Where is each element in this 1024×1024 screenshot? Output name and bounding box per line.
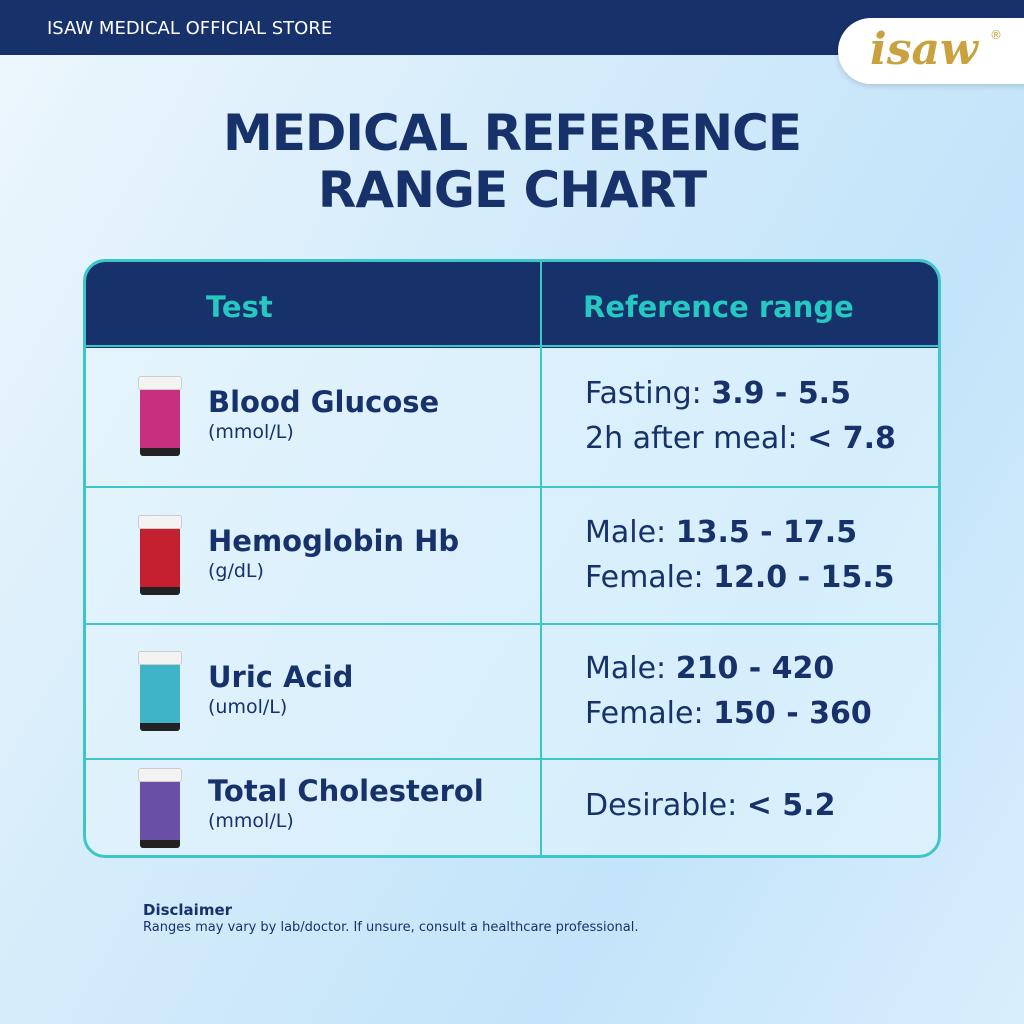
reference-range: Male: 210 - 420 bbox=[585, 651, 834, 686]
column-header-range: Reference range bbox=[583, 290, 854, 324]
test-name: Blood Glucose bbox=[208, 384, 440, 419]
test-name: Uric Acid bbox=[208, 659, 354, 694]
test-strip-bottle-icon bbox=[138, 768, 182, 848]
reference-range: Female: 150 - 360 bbox=[585, 696, 872, 731]
registered-mark: ® bbox=[990, 28, 1002, 42]
range-value: < 5.2 bbox=[746, 788, 836, 823]
range-label: 2h after meal: bbox=[585, 420, 808, 456]
range-value: < 7.8 bbox=[807, 420, 896, 456]
range-label: Female: bbox=[585, 695, 714, 731]
store-name: ISAW MEDICAL OFFICIAL STORE bbox=[47, 18, 333, 39]
test-unit: (umol/L) bbox=[208, 695, 288, 718]
reference-range: Male: 13.5 - 17.5 bbox=[585, 515, 857, 550]
test-unit: (mmol/L) bbox=[208, 420, 294, 443]
table-row: Total Cholesterol (mmol/L) Desirable: < 5… bbox=[86, 758, 938, 855]
range-label: Fasting: bbox=[585, 375, 712, 411]
test-strip-bottle-icon bbox=[138, 514, 182, 595]
reference-table: Test Reference range Blood Glucose (mmol… bbox=[83, 259, 941, 858]
table-row: Hemoglobin Hb (g/dL) Male: 13.5 - 17.5 Fem… bbox=[86, 486, 938, 623]
title-line-2: RANGE CHART bbox=[317, 161, 707, 219]
column-divider bbox=[540, 262, 542, 855]
range-label: Desirable: bbox=[585, 788, 747, 823]
page-title: MEDICAL REFERENCE RANGE CHART bbox=[0, 105, 1024, 219]
disclaimer-text: Ranges may vary by lab/doctor. If unsure… bbox=[143, 920, 639, 935]
range-value: 150 - 360 bbox=[713, 695, 872, 731]
disclaimer-heading: Disclaimer bbox=[143, 901, 233, 919]
reference-range: Fasting: 3.9 - 5.5 bbox=[585, 376, 851, 411]
test-unit: (mmol/L) bbox=[208, 810, 294, 832]
range-value: 12.0 - 15.5 bbox=[713, 559, 895, 595]
range-value: 3.9 - 5.5 bbox=[711, 375, 851, 411]
reference-range: 2h after meal: < 7.8 bbox=[585, 421, 896, 456]
range-value: 13.5 - 17.5 bbox=[675, 514, 858, 550]
isaw-logo: isaw ® bbox=[838, 18, 1024, 84]
range-value: 210 - 420 bbox=[675, 650, 835, 686]
column-header-test: Test bbox=[206, 290, 273, 324]
range-label: Female: bbox=[585, 559, 714, 595]
range-label: Male: bbox=[585, 650, 676, 686]
reference-range: Desirable: < 5.2 bbox=[585, 788, 835, 823]
reference-range: Female: 12.0 - 15.5 bbox=[585, 560, 895, 595]
logo-text: isaw bbox=[870, 24, 978, 75]
test-name: Hemoglobin Hb bbox=[208, 523, 460, 558]
title-line-1: MEDICAL REFERENCE bbox=[223, 104, 802, 162]
table-row: Blood Glucose (mmol/L) Fasting: 3.9 - 5.5… bbox=[86, 345, 938, 486]
test-name: Total Cholesterol bbox=[208, 774, 484, 808]
table-header: Test Reference range bbox=[86, 262, 938, 348]
table-row: Uric Acid (umol/L) Male: 210 - 420 Female:… bbox=[86, 623, 938, 758]
test-strip-bottle-icon bbox=[138, 375, 182, 456]
test-strip-bottle-icon bbox=[138, 650, 182, 731]
range-label: Male: bbox=[585, 514, 676, 550]
test-unit: (g/dL) bbox=[208, 559, 264, 582]
